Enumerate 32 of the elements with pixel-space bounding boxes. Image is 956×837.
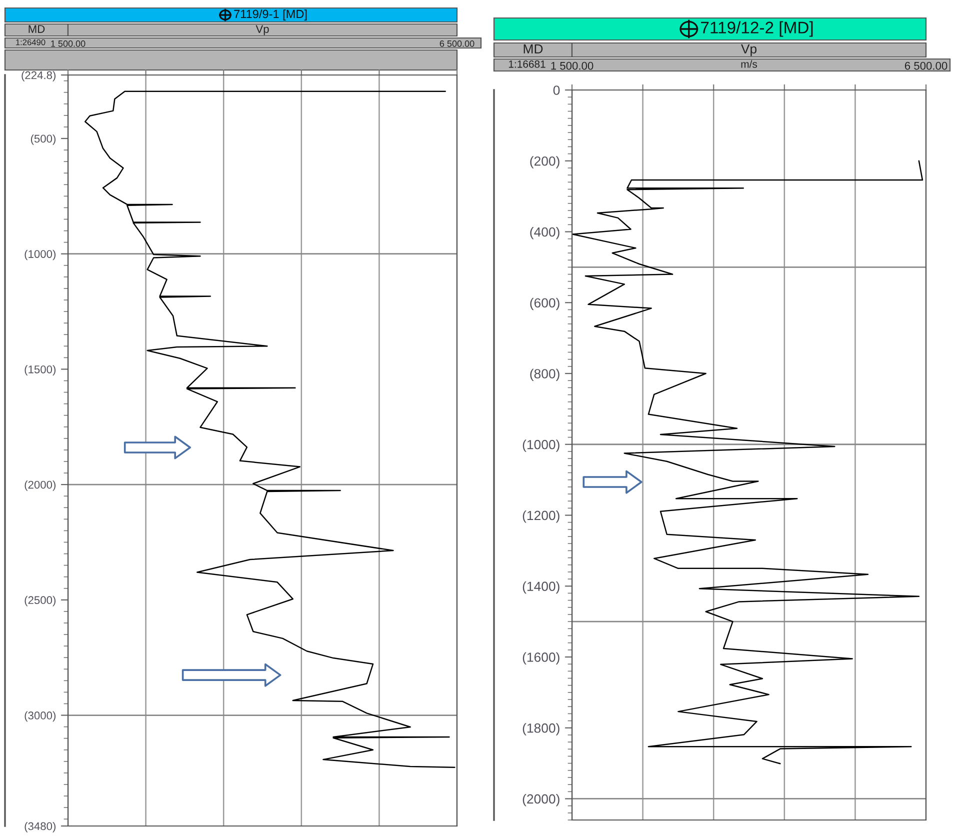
y-tick-label: (1200): [522, 510, 560, 523]
y-tick-label: (400): [530, 226, 560, 240]
y-tick-label: (224.8): [22, 70, 56, 82]
y-tick-label: (2500): [24, 596, 56, 606]
y-tick-label: (600): [530, 298, 560, 310]
x-axis-title: Vp: [740, 44, 757, 56]
text: m/s: [741, 60, 758, 68]
y-tick-label: (1400): [522, 581, 560, 594]
chart-title: 7119/12-2 [MD]: [701, 21, 813, 37]
y-tick-label: (200): [530, 156, 560, 168]
x-tick-label: 6 500.00: [904, 62, 948, 70]
y-tick-label: (1000): [522, 440, 560, 452]
y-tick-label: (1500): [24, 365, 56, 376]
x-tick-label: 6 500.00: [440, 40, 474, 47]
y-tick-label: (1600): [522, 652, 560, 665]
text: 1:16681: [508, 60, 546, 68]
x-tick-label: 1 500.00: [51, 40, 86, 47]
x-axis-title: Vp: [256, 25, 269, 36]
chart-title: 7119/9-1 [MD]: [234, 10, 307, 20]
y-axis-title: MD: [524, 44, 543, 54]
x-tick-label: 1 500.00: [551, 62, 594, 70]
y-tick-label: (500): [30, 134, 56, 145]
y-tick-label: (3000): [24, 711, 56, 722]
y-axis-title: MD: [28, 25, 45, 33]
y-tick-label: (2000): [522, 794, 560, 806]
text: 1:26490: [16, 39, 46, 46]
y-tick-label: (800): [530, 368, 560, 382]
y-tick-label: (1800): [522, 723, 560, 736]
y-tick-label: (2000): [24, 480, 56, 491]
y-tick-label: (3480): [24, 822, 56, 832]
y-tick-label: (1000): [24, 250, 56, 260]
y-tick-label: 0: [553, 86, 560, 95]
